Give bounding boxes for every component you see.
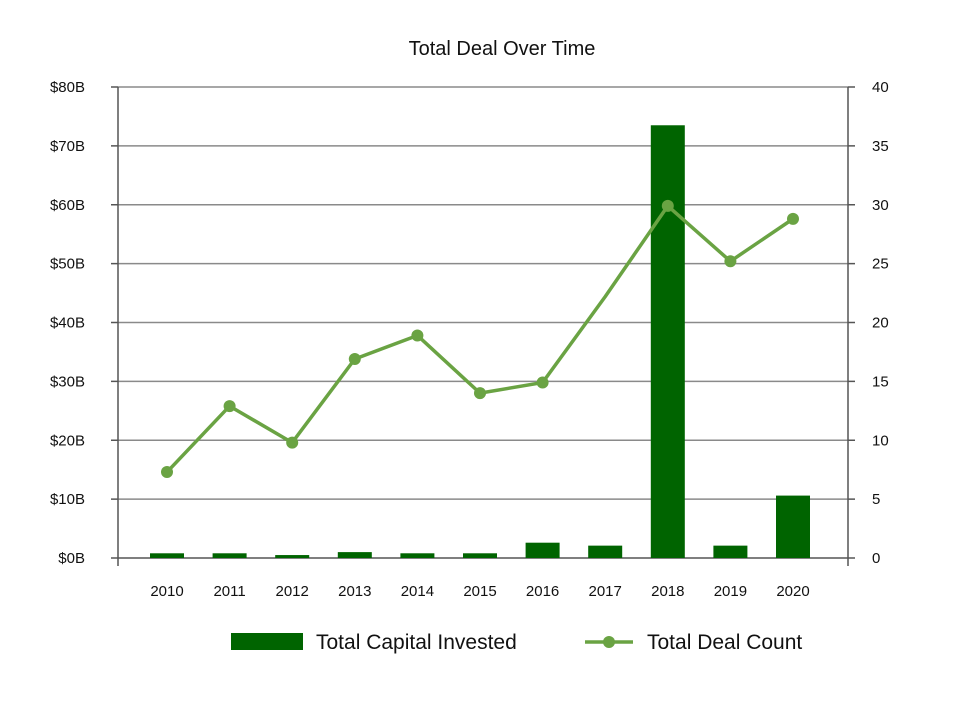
left-axis-tick-label: $10B xyxy=(50,491,85,508)
bar xyxy=(275,555,310,558)
bar xyxy=(212,553,247,558)
bar xyxy=(337,552,372,558)
right-axis-tick-label: 35 xyxy=(872,138,889,155)
right-axis-tick-label: 25 xyxy=(872,256,889,273)
line-point xyxy=(787,212,799,225)
right-axis-tick-label: 20 xyxy=(872,315,889,332)
bar-series xyxy=(150,125,810,559)
tick-labels: $0B $10B $20B $30B $40B $50B $60B $70B $80B 0 5 10 1… xyxy=(50,79,889,600)
right-axis-tick-label: 30 xyxy=(872,197,889,214)
bar xyxy=(588,545,623,558)
line-series xyxy=(161,199,799,479)
legend-label-line: Total Deal Count xyxy=(647,631,802,654)
x-axis-tick-label: 2020 xyxy=(776,583,809,600)
bar xyxy=(400,553,435,558)
chart-title: Total Deal Over Time xyxy=(409,38,596,60)
bar xyxy=(525,542,560,558)
line-point xyxy=(286,436,299,449)
bar xyxy=(463,553,497,558)
bar xyxy=(776,495,810,558)
bar xyxy=(713,545,748,558)
right-axis-tick-label: 5 xyxy=(872,491,880,508)
line-point xyxy=(161,466,173,479)
line-path xyxy=(165,204,794,474)
left-axis-tick-label: $70B xyxy=(50,138,85,155)
line-point xyxy=(348,353,361,366)
left-axis-tick-label: $30B xyxy=(50,373,85,390)
right-axis-tick-label: 0 xyxy=(872,550,880,567)
x-axis-tick-label: 2018 xyxy=(651,583,684,600)
line-point xyxy=(724,255,737,268)
line-point xyxy=(536,376,549,389)
x-axis-tick-label: 2014 xyxy=(401,583,434,600)
line-point xyxy=(661,199,674,212)
right-axis-tick-label: 15 xyxy=(872,373,889,390)
line-point xyxy=(474,387,486,400)
legend: Total Capital Invested Total Deal Count xyxy=(231,631,802,654)
axes xyxy=(111,86,855,566)
line-point xyxy=(223,400,236,413)
gridlines xyxy=(118,86,848,500)
line-point xyxy=(411,329,424,342)
legend-swatch-marker xyxy=(603,636,615,648)
left-axis-tick-label: $50B xyxy=(50,256,85,273)
x-axis-tick-label: 2012 xyxy=(276,583,309,600)
legend-swatch-bar xyxy=(231,633,303,650)
left-axis-tick-label: $80B xyxy=(50,79,85,96)
left-axis-tick-label: $40B xyxy=(50,315,85,332)
x-axis-tick-label: 2015 xyxy=(463,583,496,600)
bar xyxy=(150,553,184,558)
x-axis-tick-label: 2011 xyxy=(213,583,245,600)
legend-label-bar: Total Capital Invested xyxy=(316,631,517,654)
left-axis-tick-label: $0B xyxy=(58,550,85,567)
x-axis-tick-label: 2017 xyxy=(589,583,622,600)
bar xyxy=(650,125,685,559)
left-axis-tick-label: $20B xyxy=(50,432,85,449)
x-axis-tick-label: 2010 xyxy=(150,583,183,600)
left-axis-tick-label: $60B xyxy=(50,197,85,214)
x-axis-tick-label: 2016 xyxy=(526,583,559,600)
x-axis-tick-label: 2013 xyxy=(338,583,371,600)
right-axis-tick-label: 10 xyxy=(872,432,889,449)
right-axis-tick-label: 40 xyxy=(872,79,889,96)
x-axis-tick-label: 2019 xyxy=(714,583,747,600)
